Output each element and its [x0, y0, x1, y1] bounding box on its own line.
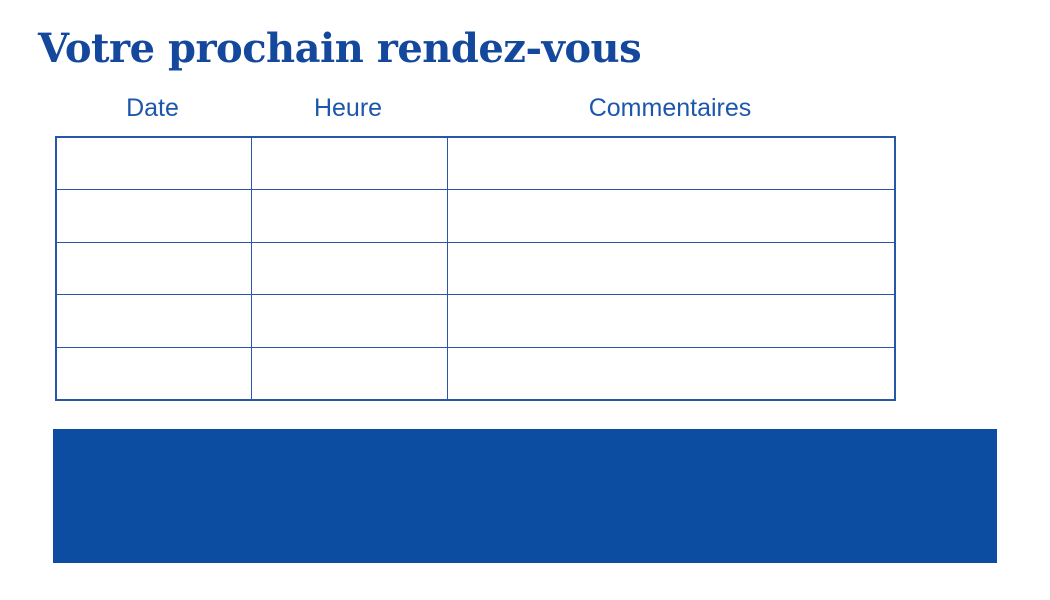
- table-cell: [446, 189, 896, 243]
- appointments-table-body: [55, 136, 896, 401]
- appointments-table: [55, 136, 896, 401]
- page-title: Votre prochain rendez-vous: [38, 25, 642, 72]
- table-cell: [446, 241, 896, 296]
- table-cell: [55, 136, 252, 191]
- table-row: [55, 294, 896, 348]
- table-cell: [250, 136, 448, 191]
- table-row: [55, 241, 896, 296]
- table-cell: [55, 189, 252, 243]
- table-cell: [446, 136, 896, 191]
- blue-banner: [53, 429, 997, 563]
- column-header-commentaires: Commentaires: [588, 94, 752, 122]
- table-cell: [446, 346, 896, 401]
- table-cell: [55, 346, 252, 401]
- table-row: [55, 189, 896, 243]
- table-cell: [55, 294, 252, 348]
- table-cell: [55, 241, 252, 296]
- table-column-headers: Date Heure Commentaires: [55, 91, 894, 125]
- table-cell: [250, 346, 448, 401]
- table-row: [55, 346, 896, 401]
- table-cell: [250, 189, 448, 243]
- table-cell: [250, 241, 448, 296]
- table-row: [55, 136, 896, 191]
- table-cell: [446, 294, 896, 348]
- column-header-date: Date: [126, 94, 179, 122]
- column-header-heure: Heure: [313, 94, 383, 122]
- table-cell: [250, 294, 448, 348]
